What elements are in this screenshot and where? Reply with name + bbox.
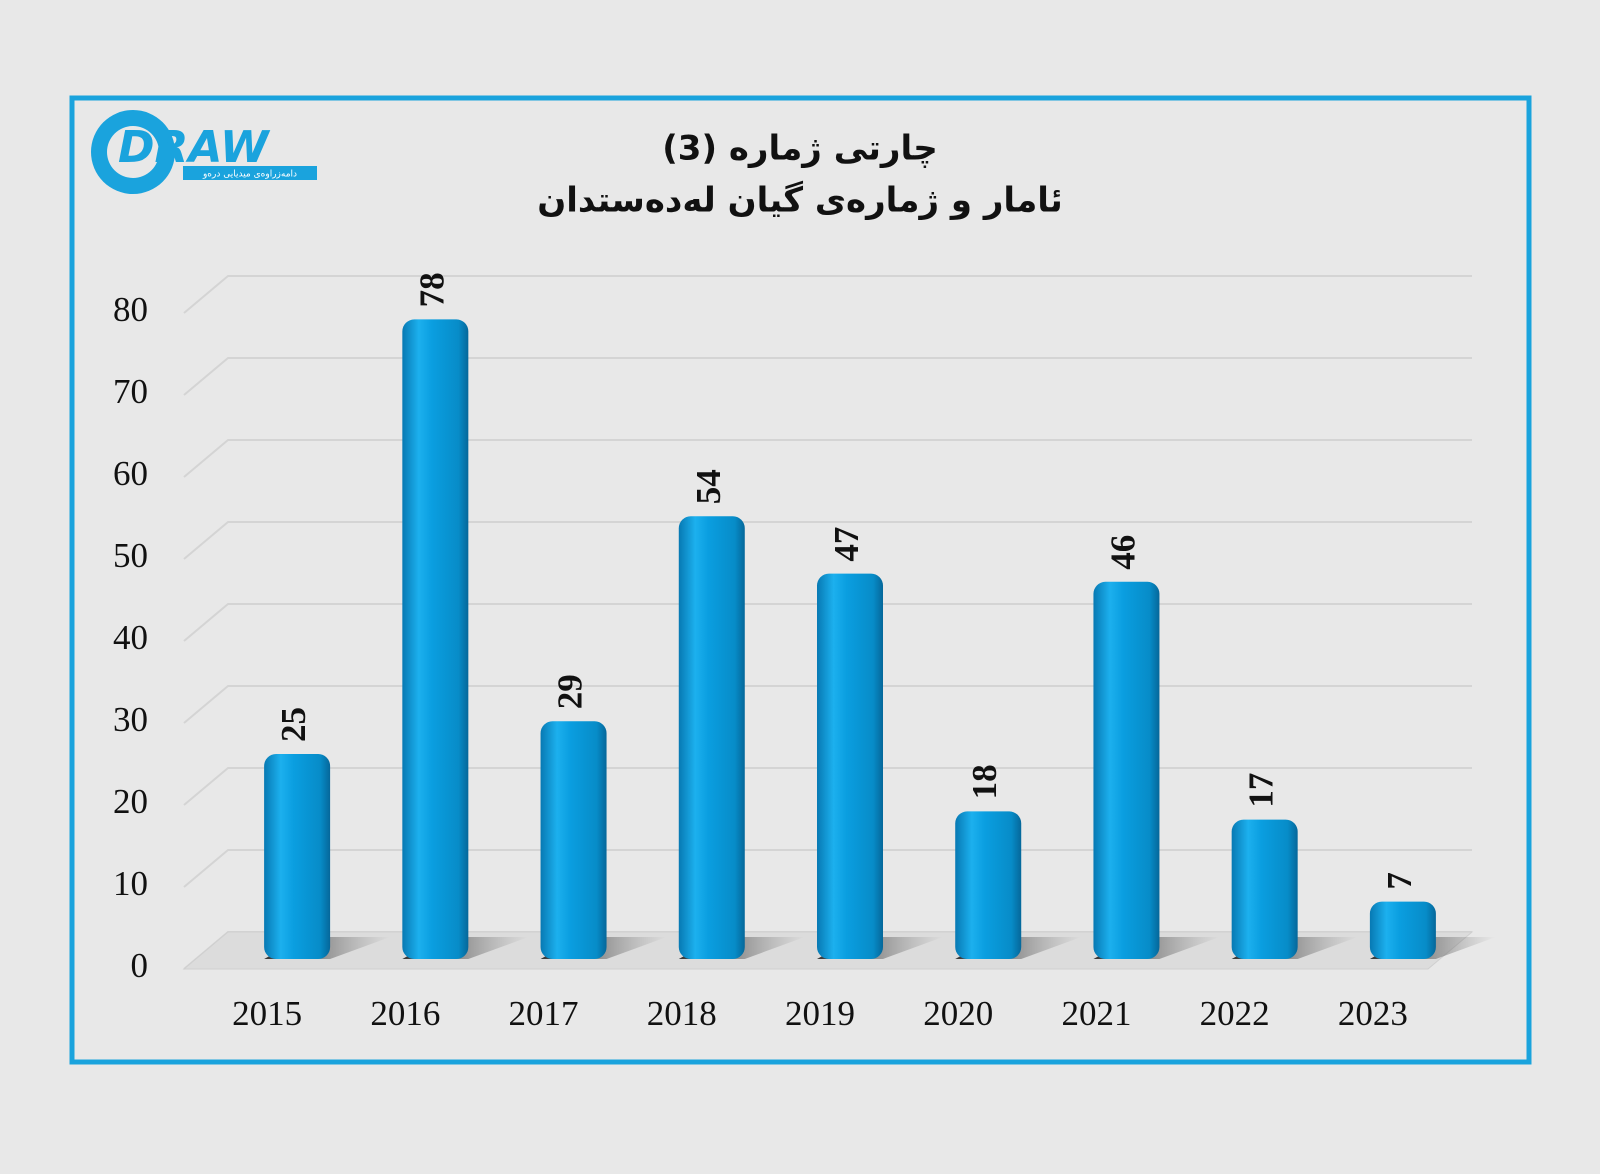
data-label: 29 (551, 674, 590, 709)
grid-line (183, 849, 1472, 888)
x-tick-label: 2021 (1061, 994, 1131, 1033)
x-tick-label: 2023 (1338, 994, 1408, 1033)
data-label: 25 (274, 707, 313, 742)
logo: DRAW دامەزراوەی میدیایی درەو (91, 110, 317, 194)
logo-bar (183, 166, 317, 180)
data-label: 54 (689, 469, 728, 504)
y-tick-label: 80 (113, 290, 148, 329)
data-label: 18 (965, 764, 1004, 799)
y-tick-label: 60 (113, 454, 148, 493)
x-tick-label: 2018 (647, 994, 717, 1033)
bar (1369, 901, 1436, 959)
data-label: 47 (827, 527, 866, 562)
chart-subtitle: ئامار و ژمارەی گیان لەدەستدان (537, 181, 1063, 221)
y-tick-label: 10 (113, 864, 148, 903)
x-tick-label: 2017 (509, 994, 579, 1033)
grid-line (183, 685, 1472, 724)
bar (817, 573, 883, 959)
bar (678, 516, 745, 959)
chart-title: چارتی ژمارە (3) (662, 129, 937, 169)
y-tick-label: 40 (113, 618, 148, 657)
y-tick-label: 70 (113, 372, 148, 411)
bar (540, 721, 607, 959)
bar (955, 811, 1022, 959)
x-tick-label: 2016 (370, 994, 440, 1033)
x-tick-label: 2020 (923, 994, 993, 1033)
data-label: 7 (1380, 872, 1419, 890)
grid-line (183, 603, 1472, 642)
grid-line (183, 357, 1472, 396)
grid-line (183, 439, 1472, 478)
logo-text: DRAW (118, 122, 271, 173)
logo-hole (107, 126, 159, 178)
y-tick-label: 20 (113, 782, 148, 821)
x-tick-label: 2019 (785, 994, 855, 1033)
grid-line (183, 767, 1472, 806)
bar (402, 319, 469, 959)
grid-line (183, 275, 1472, 314)
data-label: 17 (1242, 773, 1281, 808)
grid-line (183, 521, 1472, 560)
bar (1231, 819, 1298, 959)
y-tick-label: 30 (113, 700, 148, 739)
x-tick-label: 2022 (1200, 994, 1270, 1033)
bar (264, 754, 331, 959)
bar (1093, 581, 1160, 959)
data-label: 46 (1103, 535, 1142, 570)
data-label: 78 (412, 272, 451, 307)
logo-tagline: دامەزراوەی میدیایی درەو (202, 170, 297, 180)
y-tick-label: 0 (131, 946, 149, 985)
y-tick-label: 50 (113, 536, 148, 575)
x-tick-label: 2015 (232, 994, 302, 1033)
